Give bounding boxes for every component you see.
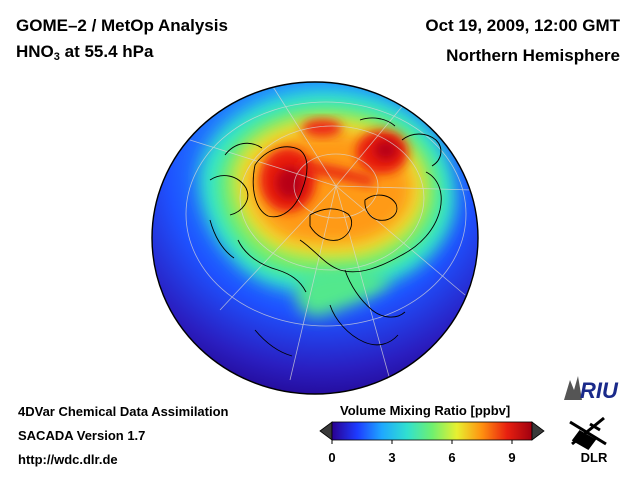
region-label: Northern Hemisphere — [446, 46, 620, 65]
colorbar-gradient — [331, 421, 533, 441]
colorbar-arrow-right — [531, 421, 545, 441]
map-title: GOME–2 / MetOp Analysis — [16, 16, 228, 35]
footer-url: http://wdc.dlr.de — [18, 452, 118, 467]
riu-mark-icon — [564, 376, 582, 400]
colorbar-arrow-left — [319, 421, 333, 441]
pressure-level: at 55.4 hPa — [59, 42, 154, 61]
colorbar-tick-label: 6 — [448, 450, 455, 465]
colorbar: 0 3 6 9 — [319, 421, 545, 465]
species-name: HNO — [16, 42, 54, 61]
colorbar-tick-label: 0 — [328, 450, 335, 465]
date-label: Oct 19, 2009, 12:00 GMT — [425, 16, 620, 35]
dlr-mark-icon — [569, 416, 607, 450]
footer-assimilation: 4DVar Chemical Data Assimilation — [18, 404, 229, 419]
riu-logo-text: RIU — [580, 378, 619, 403]
dlr-logo: DLR — [569, 416, 608, 465]
dlr-logo-text: DLR — [581, 450, 608, 465]
colorbar-tick-label: 3 — [388, 450, 395, 465]
footer-version: SACADA Version 1.7 — [18, 428, 146, 443]
colorbar-title: Volume Mixing Ratio [ppbv] — [340, 403, 511, 418]
riu-logo: RIU — [564, 376, 619, 403]
globe-map — [151, 81, 479, 395]
map-subtitle: HNO3 at 55.4 hPa — [16, 42, 153, 63]
species-subscript: 3 — [53, 51, 60, 63]
colorbar-tick-label: 9 — [508, 450, 515, 465]
